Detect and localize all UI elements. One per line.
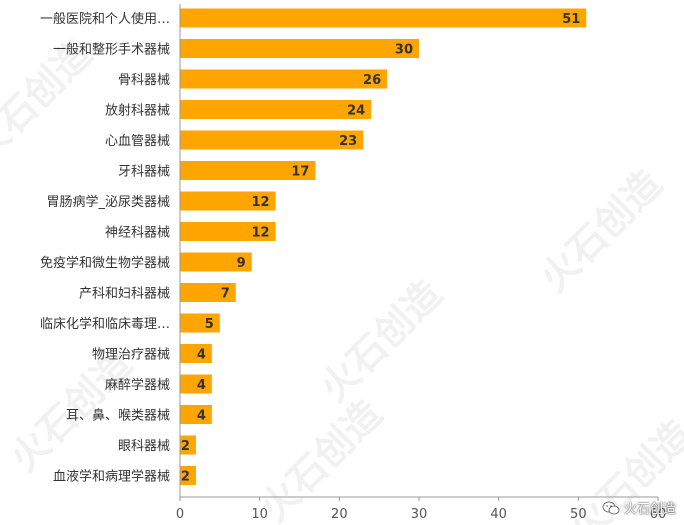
bar — [180, 374, 212, 394]
category-label: 眼科器械 — [118, 439, 170, 454]
data-label: 30 — [395, 43, 413, 58]
brand-text: 火石创造 — [623, 502, 676, 517]
category-label: 骨科器械 — [118, 73, 170, 88]
bar — [180, 252, 252, 272]
x-tick-label: 20 — [331, 507, 348, 522]
x-tick-label: 50 — [570, 507, 587, 522]
category-label: 神经科器械 — [105, 226, 170, 241]
data-label: 51 — [562, 12, 580, 27]
data-label: 24 — [347, 104, 365, 119]
category-label: 心血管器械 — [105, 134, 170, 149]
category-label: 一般医院和个人使用… — [40, 11, 170, 27]
category-label: 临床化学和临床毒理… — [40, 316, 170, 332]
category-label: 胃肠病学_泌尿类器械 — [46, 194, 170, 210]
watermark-text: 火石创造 — [312, 272, 451, 411]
data-label: 12 — [252, 195, 270, 210]
data-label: 7 — [221, 287, 230, 302]
data-label: 9 — [237, 256, 246, 271]
category-label: 牙科器械 — [118, 165, 170, 180]
category-label: 麻醉学器械 — [105, 377, 170, 393]
bar — [180, 39, 419, 58]
bar — [180, 283, 236, 302]
data-label: 2 — [181, 439, 190, 454]
bar — [180, 69, 388, 89]
bar — [180, 8, 587, 28]
x-tick-label: 60 — [650, 507, 667, 522]
category-label: 一般和整形手术器械 — [53, 42, 170, 58]
category-label: 血液学和病理学器械 — [53, 469, 170, 485]
data-label: 12 — [252, 226, 270, 241]
data-label: 4 — [197, 378, 206, 393]
category-label: 放射科器械 — [105, 103, 170, 119]
bar — [180, 405, 212, 424]
data-label: 23 — [339, 134, 357, 149]
data-label: 17 — [291, 165, 309, 180]
category-label: 产科和妇科器械 — [79, 286, 170, 302]
bar — [180, 466, 196, 485]
data-label: 26 — [363, 73, 381, 88]
x-tick-label: 40 — [490, 507, 507, 522]
brand-watermark: 火石创造 — [602, 498, 676, 517]
bar — [180, 344, 212, 363]
axis-layer: 0 10 20 30 40 50 60 — [176, 4, 666, 522]
category-label: 耳、鼻、喉类器械 — [66, 408, 170, 424]
watermark-text: 火石创造 — [252, 392, 391, 525]
x-tick-label: 30 — [411, 507, 428, 522]
bar — [180, 435, 196, 455]
data-label: 4 — [197, 409, 206, 424]
x-tick-label: 10 — [251, 507, 268, 522]
data-label: 5 — [205, 317, 214, 332]
bar — [180, 161, 316, 180]
bar — [180, 313, 220, 333]
bar — [180, 191, 276, 211]
category-label: 免疫学和微生物学器械 — [40, 255, 170, 271]
bar — [180, 130, 364, 150]
x-tick-label: 0 — [176, 507, 184, 522]
watermark-text: 火石创造 — [532, 162, 671, 301]
data-label: 2 — [181, 470, 190, 485]
data-label: 4 — [197, 348, 206, 363]
bar — [180, 100, 372, 119]
wechat-icon — [602, 501, 620, 514]
bar — [180, 222, 276, 241]
category-label: 物理治疗器械 — [92, 348, 170, 363]
